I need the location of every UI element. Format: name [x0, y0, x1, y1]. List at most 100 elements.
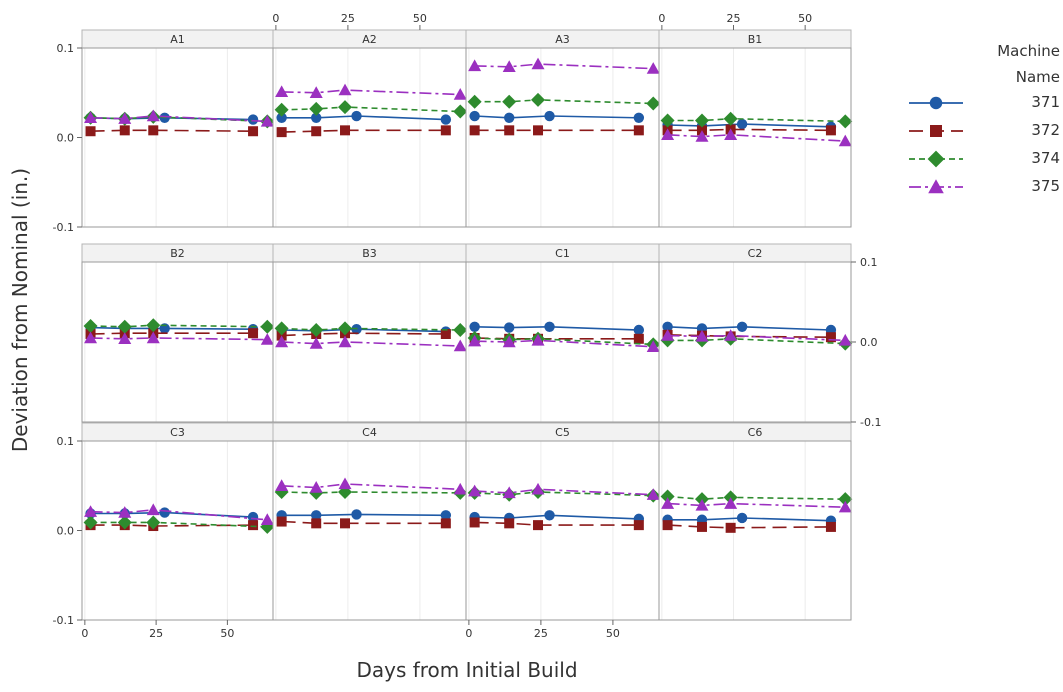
x-tick-label: 25: [341, 12, 355, 25]
panel-title-c5: C5: [555, 426, 570, 439]
panel-title-a1: A1: [170, 33, 185, 46]
data-point-374: [309, 323, 324, 337]
data-point-374: [274, 321, 289, 336]
data-point-372: [440, 518, 451, 529]
legend-title-line-1: Machine: [997, 42, 1060, 60]
panel-title-b3: B3: [362, 247, 377, 260]
data-point-374: [117, 319, 132, 334]
data-point-375: [646, 488, 660, 500]
legend-item-371[interactable]: 371: [905, 90, 1060, 118]
series-line-371: [474, 325, 639, 331]
data-point-374: [83, 319, 98, 333]
data-point-375: [695, 130, 709, 142]
data-point-372: [340, 125, 351, 136]
data-point-371: [544, 321, 555, 332]
data-point-375: [661, 497, 675, 509]
data-point-374: [467, 94, 482, 109]
data-point-372: [533, 520, 544, 531]
panel-title-c6: C6: [748, 426, 763, 439]
data-point-374: [117, 515, 132, 530]
data-point-375: [661, 128, 675, 141]
data-point-372: [504, 518, 515, 529]
data-point-375: [531, 482, 545, 495]
data-point-372: [248, 328, 259, 339]
data-point-371: [247, 511, 259, 523]
panel-c2: C2 -0.1 0.0 0.1: [658, 243, 881, 429]
legend-item-372[interactable]: 372: [905, 118, 1060, 146]
data-point-375: [275, 335, 289, 348]
data-point-372: [725, 522, 736, 533]
x-tick-label: 0: [272, 12, 279, 25]
data-point-374: [838, 492, 853, 507]
data-point-374: [838, 114, 853, 129]
data-point-371: [504, 322, 515, 333]
data-point-375: [453, 339, 467, 352]
y-axis-label: Deviation from Nominal (in.): [8, 167, 32, 453]
panel-title-c2: C2: [748, 247, 763, 260]
panel-background: [82, 441, 273, 620]
data-point-374: [146, 318, 161, 333]
legend-swatch-375: [909, 179, 963, 194]
data-point-375: [502, 335, 516, 348]
data-point-372: [85, 126, 96, 137]
series-line-372: [281, 332, 446, 337]
series-line-375: [667, 133, 846, 142]
data-point-375: [695, 329, 709, 342]
panel-title-b2: B2: [170, 247, 185, 260]
panel-background: [466, 441, 659, 620]
series-line-371: [281, 513, 446, 517]
data-point-372: [276, 127, 287, 138]
series-line-372: [667, 128, 831, 132]
y-tick-label: -0.1: [53, 614, 74, 627]
panel-c6: C6: [658, 422, 853, 621]
series-line-374: [281, 327, 461, 331]
data-point-375: [338, 335, 352, 348]
data-point-371: [311, 510, 322, 521]
legend-item-374[interactable]: 374: [905, 146, 1060, 174]
data-point-375: [646, 62, 660, 74]
series-line-372: [281, 520, 446, 525]
data-point-371: [633, 112, 645, 124]
legend-label-374: 374: [1031, 149, 1060, 167]
data-point-371: [469, 110, 480, 122]
data-point-372: [825, 125, 836, 136]
data-point-375: [146, 503, 160, 516]
data-point-372: [825, 332, 836, 343]
data-point-372: [825, 521, 836, 532]
data-point-371: [736, 321, 748, 332]
data-point-372: [248, 126, 259, 137]
data-point-375: [309, 481, 323, 493]
legend-marker-371: [929, 96, 943, 110]
series-line-371: [474, 115, 639, 119]
data-point-372: [440, 329, 451, 339]
y-tick-label: 0.1: [57, 42, 75, 55]
legend-item-375[interactable]: 375: [905, 174, 1060, 202]
x-tick-label: 50: [413, 12, 427, 25]
data-point-375: [118, 506, 132, 518]
panel-title-c1: C1: [555, 247, 570, 260]
panel-a2: A2 0 25 50: [272, 12, 468, 228]
data-point-374: [453, 104, 468, 119]
data-point-374: [453, 323, 468, 337]
series-line-371: [667, 325, 831, 331]
data-point-371: [276, 112, 287, 124]
series-line-375: [474, 339, 654, 348]
series-line-375: [474, 488, 654, 496]
legend-label-372: 372: [1031, 121, 1060, 139]
data-point-371: [311, 112, 322, 124]
data-point-375: [84, 111, 98, 124]
panel-c4: C4: [272, 422, 468, 621]
panel-title-a3: A3: [555, 33, 570, 46]
data-point-374: [723, 111, 738, 126]
data-point-374: [660, 113, 675, 128]
data-point-375: [309, 337, 323, 349]
panel-title-c4: C4: [362, 426, 377, 439]
panel-c1: C1: [465, 243, 661, 423]
panel-b3: B3: [272, 243, 468, 423]
series-line-371: [281, 328, 446, 333]
data-point-374: [502, 94, 517, 109]
data-point-372: [469, 517, 480, 528]
panel-background: [273, 441, 466, 620]
panel-b1: B1 0 25 50: [658, 12, 853, 228]
series-line-372: [90, 129, 254, 132]
